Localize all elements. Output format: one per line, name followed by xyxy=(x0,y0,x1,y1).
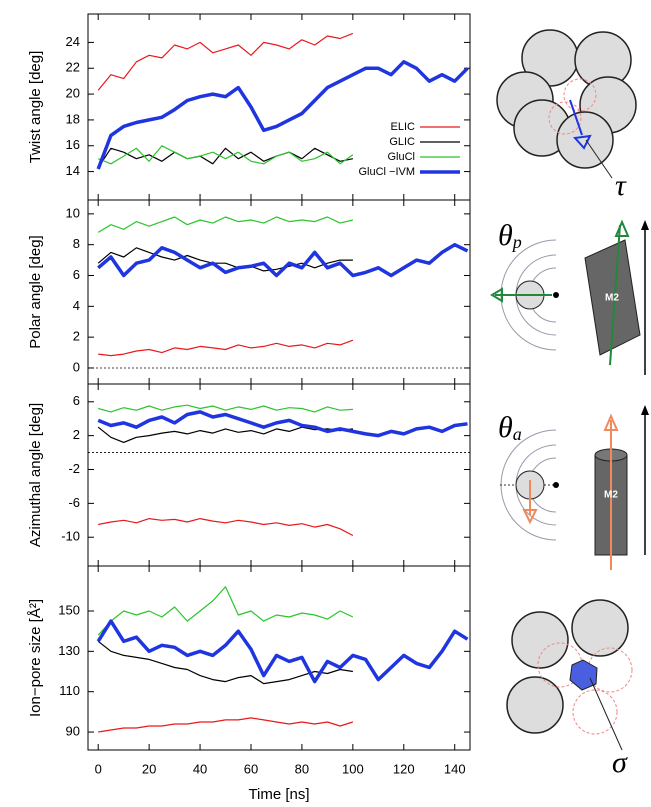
legend-label: ELIC xyxy=(391,121,416,133)
series-line xyxy=(97,32,354,91)
series-line xyxy=(97,426,353,443)
x-tick-label: 140 xyxy=(444,761,466,776)
y-tick-label: 24 xyxy=(66,34,80,49)
y-tick-label: 6 xyxy=(73,267,80,282)
series-line xyxy=(97,640,353,685)
x-tick-label: 20 xyxy=(142,761,156,776)
x-axis-label: Time [ns] xyxy=(248,786,309,803)
pore-symbol: σ xyxy=(612,746,628,779)
plot-frame xyxy=(87,383,471,567)
x-tick-label: 60 xyxy=(244,761,258,776)
symbol: θ xyxy=(498,219,513,252)
series-line xyxy=(97,242,469,278)
series-line xyxy=(97,410,468,438)
y-tick-label: 14 xyxy=(66,163,80,178)
y-tick-label: 2 xyxy=(73,329,80,344)
series-line xyxy=(98,518,354,537)
symbol-subscript: a xyxy=(513,424,522,444)
y-tick-label: 90 xyxy=(66,723,80,738)
y-tick-label: -10 xyxy=(61,529,80,544)
y-tick-label: -6 xyxy=(68,495,80,510)
y-axis-label: Polar angle [deg] xyxy=(27,235,44,348)
x-tick-label: 40 xyxy=(193,761,207,776)
plot-frame xyxy=(87,199,471,385)
y-tick-label: 0 xyxy=(73,359,80,374)
polar-symbol: θp xyxy=(498,219,522,252)
y-axis-label: Azimuthal angle [deg] xyxy=(27,403,44,547)
y-tick-label: 4 xyxy=(73,298,80,313)
y-tick-label: 2 xyxy=(73,427,80,442)
series-line xyxy=(97,216,354,233)
pore-diagram xyxy=(506,599,633,751)
series-line xyxy=(97,247,353,272)
y-tick-label: 22 xyxy=(66,60,80,75)
series-line xyxy=(98,404,353,413)
y-tick-label: -2 xyxy=(68,461,80,476)
series-line xyxy=(97,586,354,636)
y-axis-label: Twist angle [deg] xyxy=(27,51,44,164)
x-tick-label: 120 xyxy=(393,761,415,776)
y-tick-label: 130 xyxy=(58,643,80,658)
polar-diagram xyxy=(490,219,649,375)
series-line xyxy=(98,339,354,357)
y-axis-label: Ion−pore size [Å²] xyxy=(27,599,44,717)
series-line xyxy=(96,60,469,170)
y-tick-label: 8 xyxy=(73,236,80,251)
cylinder-label: M2 xyxy=(605,293,619,304)
series-line xyxy=(97,145,354,165)
symbol: θ xyxy=(498,411,513,444)
legend-label: GluCl xyxy=(387,151,415,163)
y-tick-label: 6 xyxy=(73,393,80,408)
symbol-subscript: p xyxy=(511,232,522,252)
plot-frame xyxy=(87,565,471,751)
series-line xyxy=(96,619,469,684)
x-tick-label: 80 xyxy=(295,761,309,776)
y-tick-label: 10 xyxy=(66,205,80,220)
y-tick-label: 110 xyxy=(59,683,80,698)
y-tick-label: 150 xyxy=(58,602,80,617)
twist-symbol: τ xyxy=(615,169,627,202)
y-tick-label: 20 xyxy=(66,86,80,101)
series-line xyxy=(97,147,354,169)
x-tick-label: 0 xyxy=(95,761,102,776)
twist-diagram xyxy=(496,29,637,179)
series-line xyxy=(98,717,354,733)
cylinder-label: M2 xyxy=(604,490,618,501)
x-tick-label: 100 xyxy=(342,761,364,776)
azimuthal-symbol: θa xyxy=(498,411,522,444)
y-tick-label: 16 xyxy=(66,137,80,152)
legend-label: GLIC xyxy=(389,136,415,148)
legend-label: GluCl −IVM xyxy=(358,166,415,178)
y-tick-label: 18 xyxy=(66,111,80,126)
azimuthal-diagram xyxy=(500,405,649,570)
